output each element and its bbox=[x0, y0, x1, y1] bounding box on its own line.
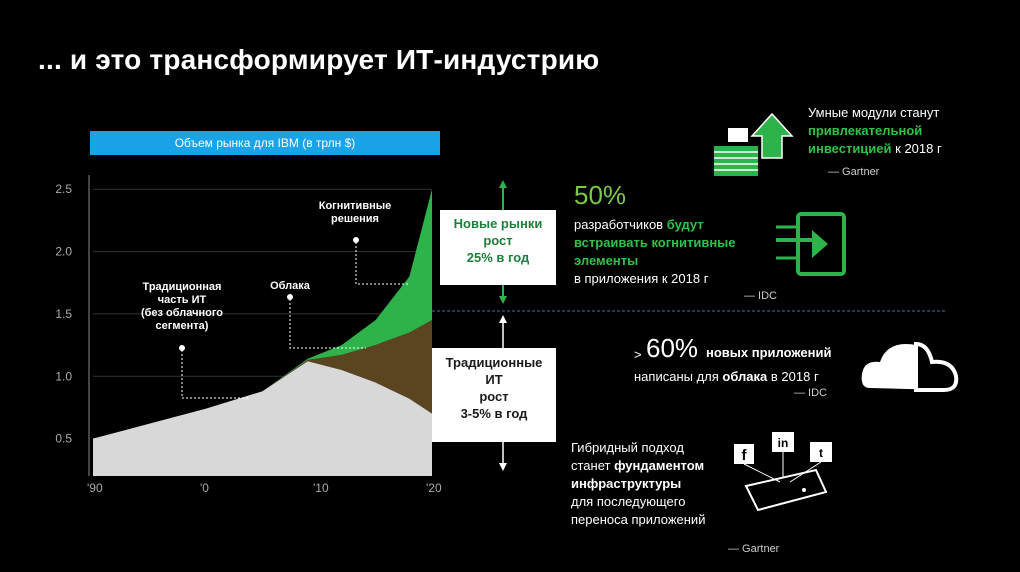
traditional-label-leader bbox=[181, 350, 250, 399]
traditional-area bbox=[93, 361, 432, 476]
new-markets-line: Новые рынки bbox=[453, 216, 543, 231]
smart-line: привлекательной bbox=[808, 123, 923, 138]
stat-60-source: — IDC bbox=[794, 387, 827, 399]
cognitive-label-marker bbox=[353, 237, 359, 243]
traditional-it-line: 3-5% в год bbox=[460, 406, 528, 421]
stat-50-line: встраивать когнитивные bbox=[574, 235, 736, 250]
traditional-label: (без облачного bbox=[141, 307, 223, 319]
new-markets-box: Новые рынки рост 25% в год bbox=[440, 210, 556, 285]
x-tick-label: '0 bbox=[200, 481, 209, 495]
hybrid-line: инфраструктуры bbox=[571, 476, 682, 491]
x-tick-label: '10 bbox=[313, 481, 329, 495]
traditional-label: часть ИТ bbox=[158, 294, 207, 306]
cognitive-label: Когнитивные bbox=[319, 200, 392, 212]
smart-line: инвестицией bbox=[808, 141, 892, 156]
hybrid-part: фундаментом bbox=[614, 458, 705, 473]
hybrid-line: переноса приложений bbox=[571, 512, 706, 527]
y-tick-label: 2.5 bbox=[55, 182, 72, 196]
cloud-label-marker bbox=[287, 294, 293, 300]
cloud-icon bbox=[861, 341, 959, 392]
hybrid-text: Гибридный подход станет фундаментом инфр… bbox=[571, 439, 751, 529]
traditional-it-line: Традиционные bbox=[445, 355, 543, 370]
traditional-it-box: Традиционные ИТ рост 3-5% в год bbox=[432, 348, 556, 442]
cognitive-label: решения bbox=[331, 213, 379, 225]
traditional-label: сегмента) bbox=[156, 320, 209, 332]
smart-line: к 2018 г bbox=[891, 141, 942, 156]
stat-60-gt: > bbox=[634, 347, 642, 362]
hybrid-part: станет bbox=[571, 458, 615, 473]
stat-50-line: в приложения к 2018 г bbox=[574, 271, 709, 286]
stat-60-part: написаны для bbox=[634, 369, 723, 384]
social-device-icon: f in t bbox=[734, 432, 832, 512]
stat-60-part: в 2018 г bbox=[767, 369, 819, 384]
enter-arrow-icon bbox=[776, 212, 846, 276]
svg-text:in: in bbox=[778, 436, 789, 450]
stat-50-source: — IDC bbox=[744, 290, 777, 302]
smart-source: — Gartner bbox=[828, 166, 880, 178]
arrow-head-down bbox=[499, 296, 507, 304]
stat-60-part: облака bbox=[722, 369, 768, 384]
traditional-label-marker bbox=[179, 345, 185, 351]
hybrid-source: — Gartner bbox=[728, 543, 780, 555]
traditional-label: Традиционная bbox=[143, 281, 222, 293]
smart-modules-text: Умные модули станут привлекательной инве… bbox=[808, 104, 998, 158]
stat-60-value: 60% bbox=[646, 333, 699, 363]
money-up-icon bbox=[714, 112, 794, 176]
stat-50-line: будут bbox=[666, 217, 704, 232]
stat-60-line2: написаны для облака в 2018 г bbox=[634, 368, 819, 386]
cognitive-label-leader bbox=[355, 242, 410, 285]
chart-title: Объем рынка для IBM (в трлн $) bbox=[90, 131, 440, 155]
arrow-head-down-white bbox=[499, 463, 507, 471]
stat-50-value: 50% bbox=[574, 180, 627, 210]
x-tick-label: '20 bbox=[426, 481, 442, 495]
stat-50-text: разработчиков будут встраивать когнитивн… bbox=[574, 216, 774, 288]
stat-50-line: элементы bbox=[574, 253, 639, 268]
arrow-head-up-white bbox=[499, 315, 507, 323]
y-tick-label: 1.0 bbox=[55, 369, 72, 383]
new-markets-line: 25% в год bbox=[466, 250, 530, 265]
y-tick-label: 2.0 bbox=[55, 245, 72, 259]
hybrid-line: для последующего bbox=[571, 494, 686, 509]
y-tick-label: 1.5 bbox=[55, 307, 72, 321]
svg-text:t: t bbox=[819, 446, 823, 460]
cloud-label-leader bbox=[289, 299, 366, 349]
stat-60-line1: новых приложений bbox=[706, 345, 832, 360]
traditional-it-line: рост bbox=[479, 389, 509, 404]
page-title: ... и это трансформирует ИТ-индустрию bbox=[38, 44, 600, 75]
stat-50-line: разработчиков bbox=[574, 217, 664, 232]
arrow-head-up bbox=[499, 180, 507, 188]
smart-line: Умные модули станут bbox=[808, 105, 940, 120]
hybrid-line: Гибридный подход bbox=[571, 440, 684, 455]
svg-text:f: f bbox=[742, 447, 748, 464]
traditional-it-line: ИТ bbox=[485, 372, 503, 387]
y-tick-label: 0.5 bbox=[55, 432, 72, 446]
cloud-label: Облака bbox=[270, 280, 311, 292]
new-markets-line: рост bbox=[483, 233, 513, 248]
x-tick-label: '90 bbox=[87, 481, 103, 495]
